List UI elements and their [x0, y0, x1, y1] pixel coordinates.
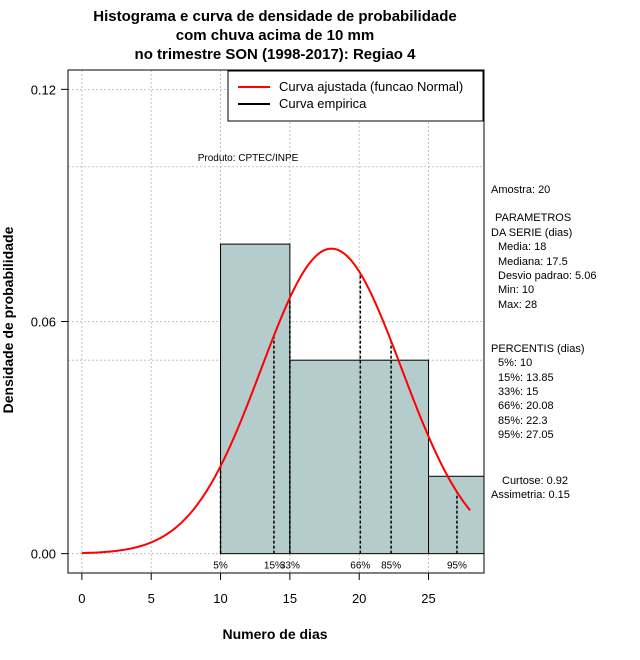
- percentile-label: 95%: [447, 561, 467, 572]
- x-tick-label: 25: [421, 591, 435, 606]
- x-axis-title: Numero de dias: [222, 626, 327, 642]
- x-tick-label: 20: [352, 591, 366, 606]
- histogram-bar: [220, 243, 291, 555]
- param-mean: Media: 18: [498, 241, 546, 253]
- legend-box: [227, 70, 484, 122]
- product-annotation: Produto: CPTEC/INPE: [198, 153, 299, 164]
- y-tick-label: 0.12: [31, 82, 56, 97]
- legend: Curva ajustada (funcao Normal) Curva emp…: [227, 70, 484, 122]
- percentil-5: 5%: 10: [498, 357, 532, 369]
- sample-size: Amostra: 20: [491, 184, 550, 196]
- percentil-15: 15%: 13.85: [498, 372, 554, 384]
- percentil-85: 85%: 22.3: [498, 415, 548, 427]
- x-tick-label: 15: [283, 591, 297, 606]
- percentis-title: PERCENTIS (dias): [491, 343, 585, 355]
- param-max: Max: 28: [498, 299, 537, 311]
- percentil-66: 66%: 20.08: [498, 400, 554, 412]
- y-tick-label: 0.06: [31, 315, 56, 330]
- histogram-bars: [220, 243, 485, 555]
- percentil-33: 33%: 15: [498, 386, 538, 398]
- percentile-label: 33%: [280, 561, 300, 572]
- percentile-lines: 5% 15%33% 66% 85% 95%: [213, 273, 467, 572]
- percentile-label: 66%: [350, 561, 370, 572]
- percentile-label: 5%: [213, 561, 228, 572]
- chart-title-line-3: no trimestre SON (1998-2017): Regiao 4: [135, 46, 417, 63]
- param-sd: Desvio padrao: 5.06: [498, 270, 596, 282]
- x-tick-label: 0: [78, 591, 85, 606]
- chart-title-line-1: Histograma e curva de densidade de proba…: [93, 8, 456, 25]
- param-min: Min: 10: [498, 284, 534, 296]
- normal-curve-line: [81, 247, 471, 555]
- chart-title-line-2: com chuva acima de 10 mm: [176, 27, 374, 44]
- x-tick-label: 5: [148, 591, 155, 606]
- x-tick-label: 10: [213, 591, 227, 606]
- skewness: Assimetria: 0.15: [491, 489, 570, 501]
- percentil-95: 95%: 27.05: [498, 429, 554, 441]
- histogram-bar: [289, 359, 430, 555]
- legend-label-empirical: Curva empirica: [279, 96, 367, 111]
- percentile-label: 85%: [381, 561, 401, 572]
- percentile-label: 15%: [264, 561, 284, 572]
- param-median: Mediana: 17.5: [498, 256, 568, 268]
- axes: 0 5 10 15 20 25 0.00 0.06 0.12: [31, 82, 436, 606]
- params-title-2: DA SERIE (dias): [491, 227, 572, 239]
- y-tick-label: 0.00: [31, 547, 56, 562]
- statistics-panel: Amostra: 20 PARAMETROS DA SERIE (dias) M…: [491, 184, 596, 501]
- kurtosis: Curtose: 0.92: [502, 475, 568, 487]
- params-title-1: PARAMETROS: [495, 212, 571, 224]
- y-axis-title: Densidade de probabilidade: [0, 226, 16, 413]
- legend-label-normal: Curva ajustada (funcao Normal): [279, 79, 463, 94]
